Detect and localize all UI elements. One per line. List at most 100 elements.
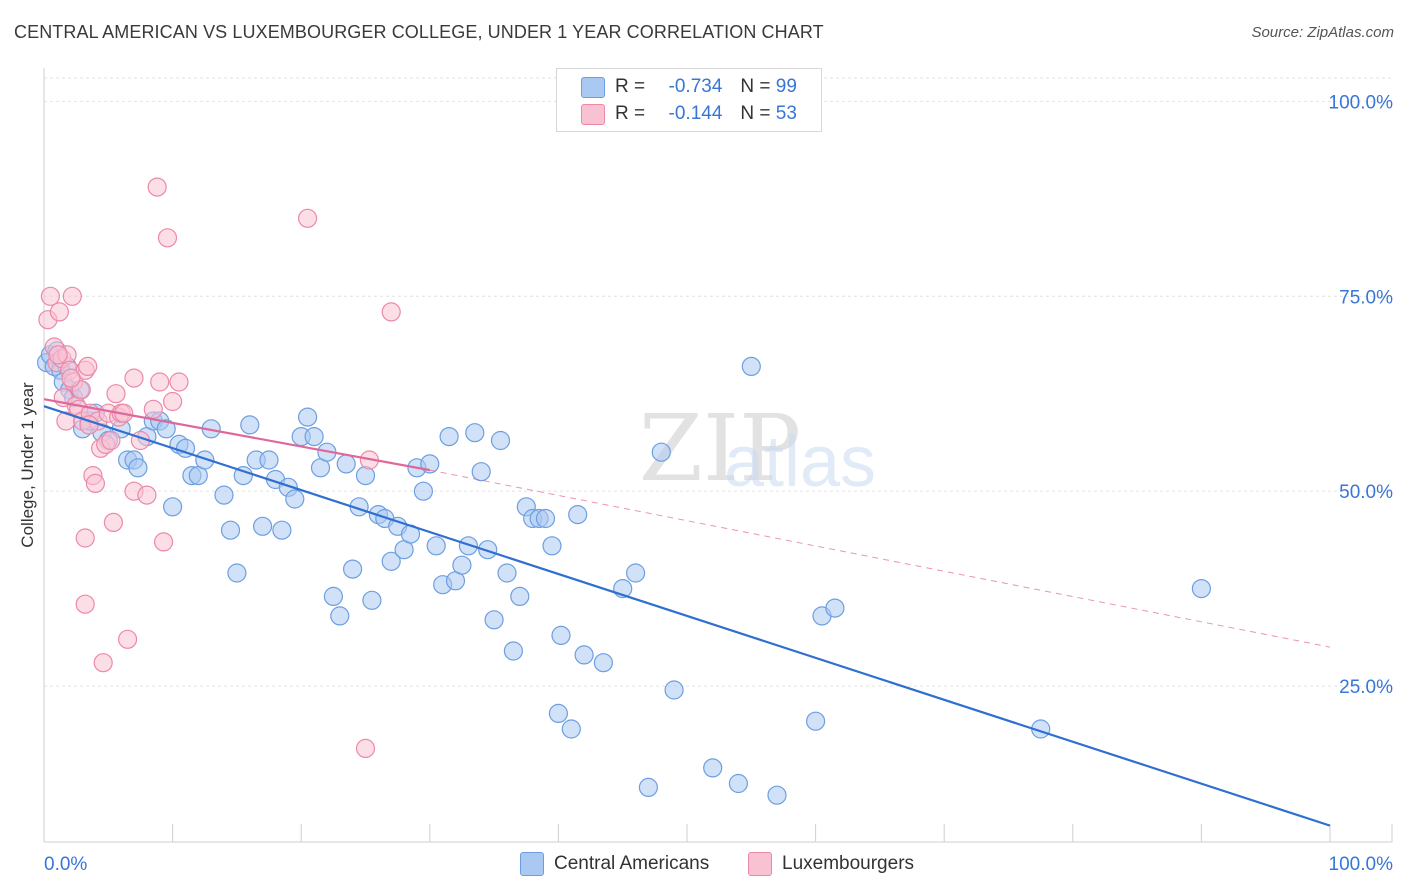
stats-row-central-americans: R = -0.734 N = 99 bbox=[581, 73, 797, 101]
data-point bbox=[497, 563, 517, 583]
n-value: 99 bbox=[775, 76, 797, 97]
data-point bbox=[85, 473, 106, 493]
data-point bbox=[253, 516, 273, 536]
data-point bbox=[49, 302, 70, 322]
data-point bbox=[259, 450, 279, 470]
data-point bbox=[439, 427, 459, 447]
data-point bbox=[220, 520, 241, 540]
data-point bbox=[195, 450, 215, 470]
data-point bbox=[355, 466, 376, 486]
data-point bbox=[117, 629, 138, 649]
data-point bbox=[78, 356, 98, 376]
data-point bbox=[40, 286, 61, 306]
data-point bbox=[478, 540, 498, 560]
data-point bbox=[568, 504, 588, 525]
data-point bbox=[767, 785, 787, 805]
data-point bbox=[75, 594, 95, 614]
data-point bbox=[298, 407, 318, 427]
data-point bbox=[355, 738, 376, 759]
axes bbox=[43, 68, 1393, 843]
data-point bbox=[101, 430, 121, 451]
y-tick-label: 75.0% bbox=[1339, 287, 1393, 308]
data-point bbox=[343, 559, 363, 579]
data-point bbox=[825, 598, 845, 618]
data-point bbox=[285, 489, 305, 509]
data-point bbox=[551, 625, 571, 646]
data-point bbox=[48, 345, 68, 365]
series-luxembourgers bbox=[38, 177, 401, 759]
data-point bbox=[458, 536, 478, 556]
n-value: 53 bbox=[775, 103, 797, 124]
legend-swatch-pink bbox=[748, 852, 772, 876]
r-value: -0.144 bbox=[668, 103, 723, 124]
legend-swatch-pink bbox=[581, 103, 605, 125]
data-point bbox=[336, 454, 356, 474]
legend-swatch-blue bbox=[581, 76, 605, 98]
data-point bbox=[214, 485, 234, 505]
legend-label: Central Americans bbox=[554, 853, 710, 874]
data-point bbox=[503, 641, 524, 661]
data-point bbox=[137, 485, 157, 505]
y-tick-label: 25.0% bbox=[1339, 677, 1393, 698]
data-point bbox=[128, 458, 148, 478]
data-point bbox=[703, 758, 723, 778]
data-point bbox=[240, 415, 260, 435]
legend-swatch-blue bbox=[520, 852, 544, 876]
data-point bbox=[561, 719, 581, 739]
data-point bbox=[169, 372, 189, 392]
trend-line-luxembourgers-extension bbox=[429, 469, 1331, 648]
data-point bbox=[157, 228, 178, 248]
gridlines bbox=[44, 77, 1392, 687]
data-point bbox=[741, 356, 761, 376]
legend-item-central-americans[interactable]: Central Americans bbox=[520, 850, 709, 878]
data-point bbox=[471, 462, 491, 482]
data-point bbox=[298, 208, 318, 228]
data-point bbox=[124, 368, 144, 388]
series-central-americans bbox=[36, 341, 1212, 805]
data-point bbox=[93, 653, 113, 673]
data-point bbox=[227, 563, 247, 583]
stats-legend: R = -0.734 N = 99 R = -0.144 N = 53 bbox=[556, 68, 822, 132]
data-point bbox=[465, 423, 485, 443]
data-point bbox=[728, 773, 749, 794]
data-point bbox=[548, 703, 569, 724]
data-point bbox=[106, 384, 126, 404]
data-point bbox=[272, 520, 292, 540]
data-point bbox=[156, 419, 176, 439]
data-point bbox=[381, 302, 401, 322]
data-point bbox=[490, 430, 511, 451]
data-point bbox=[510, 586, 530, 607]
watermark-atlas: atlas bbox=[724, 422, 876, 502]
data-point bbox=[638, 777, 659, 798]
data-point bbox=[62, 286, 82, 306]
data-point bbox=[1191, 578, 1212, 599]
trend-lines bbox=[43, 398, 1331, 827]
data-point bbox=[381, 551, 401, 571]
data-point bbox=[304, 427, 324, 447]
source-label: Source: ZipAtlas.com bbox=[1251, 24, 1394, 41]
y-tick-label: 100.0% bbox=[1329, 92, 1394, 113]
data-point bbox=[150, 372, 170, 392]
legend-label: Luxembourgers bbox=[782, 853, 915, 874]
r-label: R = bbox=[615, 76, 646, 97]
data-point bbox=[413, 481, 433, 501]
r-label: R = bbox=[615, 103, 646, 124]
data-point bbox=[143, 399, 163, 419]
x-tick-label: 0.0% bbox=[44, 854, 87, 875]
data-point bbox=[233, 466, 253, 486]
data-point bbox=[664, 680, 684, 700]
data-point bbox=[535, 508, 556, 529]
data-point bbox=[805, 711, 826, 731]
data-point bbox=[362, 590, 382, 610]
chart-title: CENTRAL AMERICAN VS LUXEMBOURGER COLLEGE… bbox=[14, 22, 824, 42]
stats-row-luxembourgers: R = -0.144 N = 53 bbox=[581, 100, 797, 128]
data-point bbox=[574, 645, 594, 665]
legend-item-luxembourgers[interactable]: Luxembourgers bbox=[748, 850, 914, 878]
data-point bbox=[163, 497, 183, 517]
x-tick-label: 100.0% bbox=[1329, 854, 1394, 875]
trend-line-luxembourgers bbox=[43, 398, 430, 472]
data-point bbox=[452, 555, 472, 575]
tick-labels: 25.0% 50.0% 75.0% 100.0% 0.0% 100.0% bbox=[44, 92, 1393, 875]
n-label: N = bbox=[740, 103, 771, 124]
